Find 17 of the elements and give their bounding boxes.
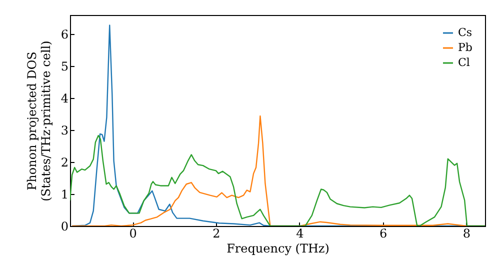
legend-label: Pb <box>458 41 472 54</box>
y-tick-label: 2 <box>60 156 68 170</box>
x-tick-label: 4 <box>296 226 304 240</box>
x-axis-title: Frequency (THz) <box>226 242 330 256</box>
y-tick-label: 1 <box>60 188 68 202</box>
x-tick-label: 8 <box>462 226 471 240</box>
legend-label: Cs <box>458 26 472 39</box>
legend-label: Cl <box>458 56 470 69</box>
y-axis-title: Phonon projected DOS (States/THz·primitive cell) <box>24 40 53 202</box>
x-tick-label: 2 <box>212 226 220 240</box>
y-tick-label: 3 <box>60 124 68 138</box>
y-tick-label: 4 <box>60 92 69 106</box>
y-tick-label: 5 <box>60 60 68 74</box>
x-tick-label: 6 <box>379 226 388 240</box>
x-tick-label: 0 <box>129 226 137 240</box>
y-tick-label: 6 <box>60 28 68 42</box>
line-series <box>70 134 485 226</box>
